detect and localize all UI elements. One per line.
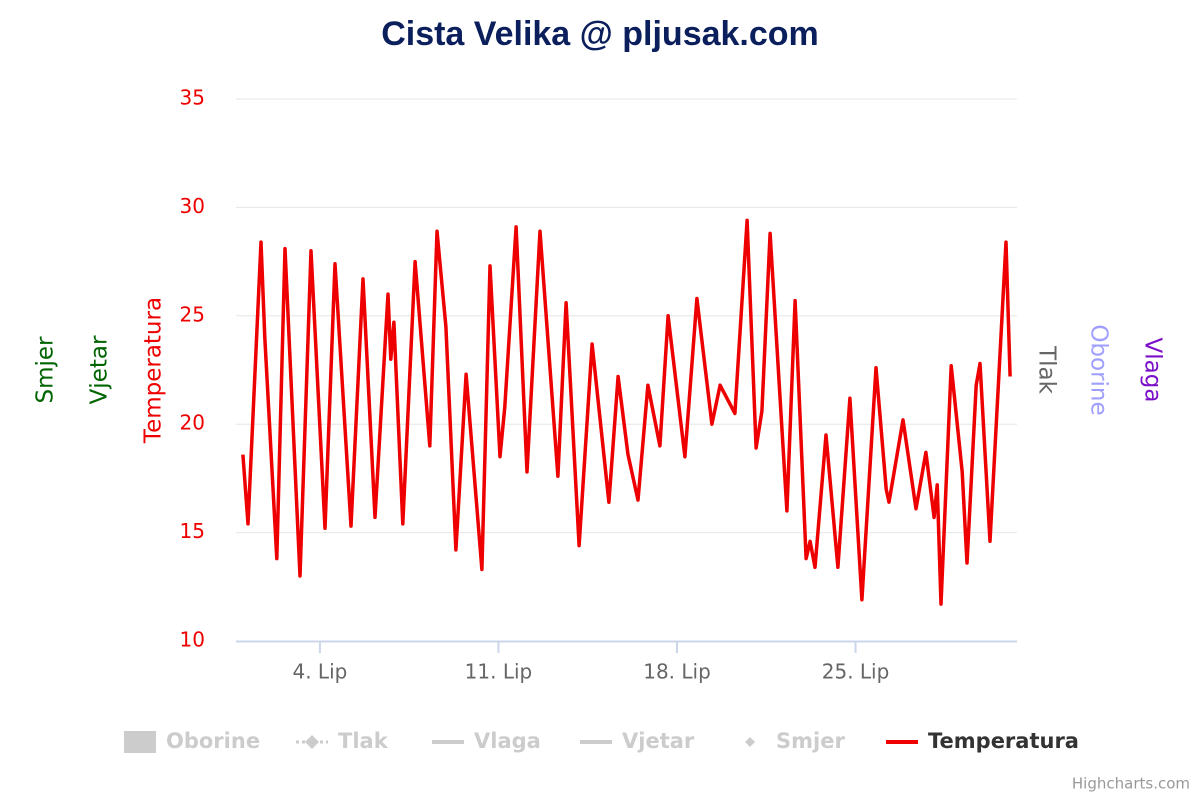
- legend-label[interactable]: Oborine: [166, 729, 260, 753]
- y-tick-label: 30: [180, 194, 205, 218]
- y-tick-label: 20: [180, 411, 205, 435]
- chart-title: Cista Velika @ pljusak.com: [381, 15, 819, 53]
- axis-title: Vjetar: [87, 335, 113, 404]
- credits[interactable]: Highcharts.com: [1072, 775, 1190, 793]
- axis-title: Smjer: [33, 336, 59, 404]
- legend-label[interactable]: Vlaga: [474, 729, 541, 753]
- axis-title: Oborine: [1086, 324, 1112, 415]
- legend-symbol: [305, 735, 319, 749]
- legend-label[interactable]: Vjetar: [622, 729, 695, 753]
- x-tick-label: 11. Lip: [465, 660, 533, 684]
- y-tick-label: 15: [180, 519, 205, 543]
- legend-symbol: [124, 731, 156, 753]
- x-tick-label: 4. Lip: [292, 660, 347, 684]
- legend-label[interactable]: Smjer: [776, 729, 845, 753]
- temperature-line: [241, 218, 1012, 606]
- axis-title: Tlak: [1034, 345, 1060, 395]
- x-tick-label: 18. Lip: [643, 660, 711, 684]
- x-tick-label: 25. Lip: [822, 660, 890, 684]
- y-tick-label: 25: [180, 302, 205, 326]
- y-tick-label: 35: [180, 86, 205, 110]
- axis-title: Vlaga: [1140, 338, 1166, 403]
- legend-label[interactable]: Temperatura: [928, 729, 1079, 753]
- axis-title: Temperatura: [141, 297, 167, 444]
- legend-symbol: [745, 737, 755, 747]
- y-tick-label: 10: [180, 628, 205, 652]
- legend-label[interactable]: Tlak: [338, 729, 389, 753]
